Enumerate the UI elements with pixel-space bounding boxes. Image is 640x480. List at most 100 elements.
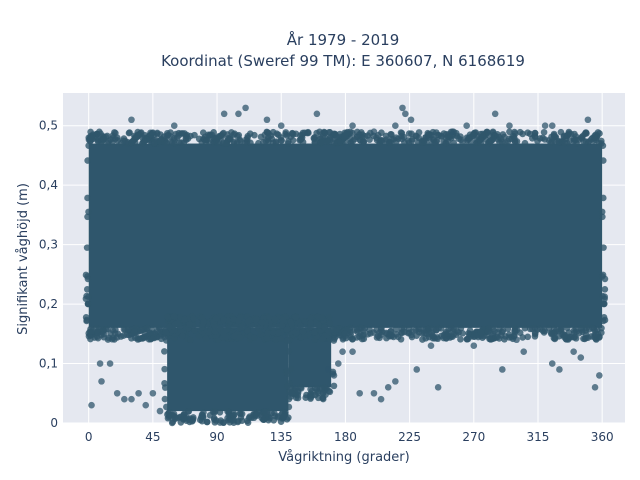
data-point: [131, 328, 138, 336]
data-point: [429, 332, 436, 340]
data-point: [349, 348, 356, 355]
data-point: [113, 334, 121, 341]
data-point: [179, 332, 186, 340]
data-point: [87, 134, 95, 141]
data-point: [540, 128, 548, 136]
data-point: [600, 300, 607, 307]
data-point: [444, 137, 452, 145]
data-point: [277, 137, 285, 144]
data-point: [222, 333, 230, 341]
data-point: [210, 409, 218, 416]
data-point: [170, 313, 178, 320]
data-point: [284, 140, 292, 147]
data-point: [220, 110, 228, 118]
data-point: [301, 332, 308, 340]
x-tick-label: 135: [270, 430, 293, 444]
data-point: [151, 139, 158, 147]
data-point: [455, 329, 462, 336]
data-point: [134, 334, 142, 342]
data-point: [238, 324, 246, 331]
data-point: [599, 142, 607, 150]
data-point: [341, 330, 349, 337]
data-point: [186, 418, 193, 426]
data-point: [120, 137, 127, 144]
data-point: [455, 135, 462, 142]
data-point: [325, 128, 333, 136]
data-point: [244, 134, 251, 142]
data-point: [251, 131, 258, 139]
data-point: [463, 122, 470, 130]
y-tick-label: 0,4: [39, 178, 58, 192]
data-point: [181, 315, 188, 323]
data-point: [264, 136, 272, 144]
data-point: [235, 417, 242, 425]
x-axis-ticks: 0 45 90 135 180 225 270 315 360: [85, 430, 614, 444]
data-point: [370, 389, 378, 397]
data-point: [315, 322, 322, 329]
data-point: [244, 318, 252, 325]
data-point: [582, 138, 590, 145]
data-point: [494, 131, 501, 138]
data-point: [163, 337, 170, 344]
data-point: [366, 330, 374, 337]
x-tick-label: 360: [591, 430, 614, 444]
data-point: [163, 403, 170, 411]
data-point: [484, 328, 492, 335]
data-point: [163, 139, 170, 147]
data-point: [457, 336, 464, 343]
data-point: [307, 394, 315, 401]
data-point: [392, 325, 400, 333]
data-point: [236, 136, 244, 144]
data-point: [599, 213, 606, 221]
data-point: [324, 138, 331, 145]
data-point: [242, 104, 249, 112]
x-tick-label: 0: [85, 430, 93, 444]
data-point: [583, 324, 590, 332]
data-point: [83, 317, 90, 325]
data-point: [311, 134, 318, 141]
data-point: [589, 324, 596, 332]
data-point: [284, 382, 291, 390]
data-point: [235, 317, 242, 325]
data-point: [83, 244, 91, 251]
data-point: [548, 122, 556, 130]
data-point: [601, 293, 608, 301]
data-point: [200, 409, 207, 416]
data-point: [84, 275, 92, 283]
data-point: [224, 134, 232, 142]
data-point: [319, 335, 327, 343]
data-point: [592, 330, 600, 338]
data-point: [278, 321, 286, 329]
data-point: [272, 138, 280, 145]
data-point: [199, 129, 207, 136]
data-point: [236, 334, 244, 341]
data-point: [285, 348, 293, 355]
x-tick-label: 180: [334, 430, 357, 444]
data-point: [506, 122, 513, 130]
data-point: [599, 157, 607, 164]
data-point: [413, 366, 421, 373]
data-point: [356, 389, 363, 397]
data-point: [397, 335, 405, 343]
data-point: [465, 329, 472, 337]
data-point: [591, 384, 599, 391]
data-point: [520, 348, 528, 355]
data-point: [401, 139, 408, 146]
data-point: [577, 354, 585, 361]
data-point: [594, 129, 602, 136]
data-point: [165, 323, 173, 331]
data-point: [531, 333, 539, 340]
data-point: [258, 319, 266, 326]
data-point: [390, 333, 397, 341]
data-point: [151, 329, 158, 337]
data-point: [102, 326, 110, 333]
data-point: [307, 319, 314, 327]
data-point: [277, 122, 285, 130]
data-point: [437, 325, 445, 332]
data-point: [311, 328, 318, 336]
y-tick-label: 0,3: [39, 238, 58, 252]
chart-title-line2: Koordinat (Sweref 99 TM): E 360607, N 61…: [161, 52, 525, 70]
data-point: [384, 384, 392, 391]
data-point: [596, 372, 603, 379]
data-point: [231, 130, 238, 137]
